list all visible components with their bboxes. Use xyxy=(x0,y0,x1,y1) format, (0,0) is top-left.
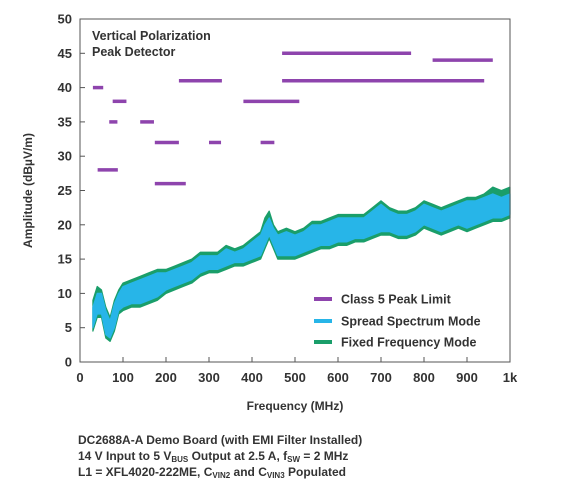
emi-chart: 0 5 10 15 20 25 30 35 40 45 50 0 100 200 300 400 500 600… xyxy=(21,12,518,414)
y-tick-label: 35 xyxy=(58,114,72,129)
x-tick-label: 600 xyxy=(327,370,349,385)
plot-frame xyxy=(79,18,511,363)
x-tick-label: 700 xyxy=(370,370,392,385)
x-tick-label: 200 xyxy=(155,370,177,385)
x-tick-label: 300 xyxy=(198,370,220,385)
limit-line-layer xyxy=(92,51,493,186)
x-tick-label: 500 xyxy=(284,370,306,385)
legend-label-limit: Class 5 Peak Limit xyxy=(341,293,452,307)
x-tick-label: 400 xyxy=(241,370,263,385)
legend-label-spread-spectrum: Spread Spectrum Mode xyxy=(341,315,481,329)
caption-line-3: L1 = XFL4020-222ME, CVIN2 and CVIN3 Popu… xyxy=(78,465,346,480)
y-tick-label: 0 xyxy=(65,355,72,370)
y-tick-label: 5 xyxy=(65,320,72,335)
y-tick-label: 45 xyxy=(58,46,72,61)
annotation-line-2: Peak Detector xyxy=(92,45,176,59)
legend: Class 5 Peak Limit Spread Spectrum Mode … xyxy=(314,293,481,350)
y-tick-label: 40 xyxy=(58,80,72,95)
x-axis-title: Frequency (MHz) xyxy=(247,399,344,413)
y-tick-label: 10 xyxy=(58,286,72,301)
y-tick-label: 30 xyxy=(58,149,72,164)
y-tick-label: 50 xyxy=(58,12,72,27)
figure-caption: DC2688A-A Demo Board (with EMI Filter In… xyxy=(78,432,558,480)
x-tick-label: 100 xyxy=(112,370,134,385)
x-tick-label: 0 xyxy=(76,370,83,385)
legend-label-fixed-frequency: Fixed Frequency Mode xyxy=(341,336,476,350)
x-tick-label: 800 xyxy=(413,370,435,385)
y-axis-ticks: 0 5 10 15 20 25 30 35 40 45 50 xyxy=(58,12,85,370)
caption-line-2: 14 V Input to 5 VBUS Output at 2.5 A, fS… xyxy=(78,449,349,464)
y-tick-label: 15 xyxy=(58,252,72,267)
x-tick-label: 900 xyxy=(456,370,478,385)
y-axis-title: Amplitude (dBµV/m) xyxy=(21,133,35,248)
y-tick-label: 20 xyxy=(58,217,72,232)
annotation-line-1: Vertical Polarization xyxy=(92,29,211,43)
caption-line-1: DC2688A-A Demo Board (with EMI Filter In… xyxy=(78,433,363,447)
y-tick-label: 25 xyxy=(58,183,72,198)
x-axis-ticks: 0 100 200 300 400 500 600 700 800 900 1k xyxy=(76,357,518,385)
x-tick-label: 1k xyxy=(503,370,518,385)
